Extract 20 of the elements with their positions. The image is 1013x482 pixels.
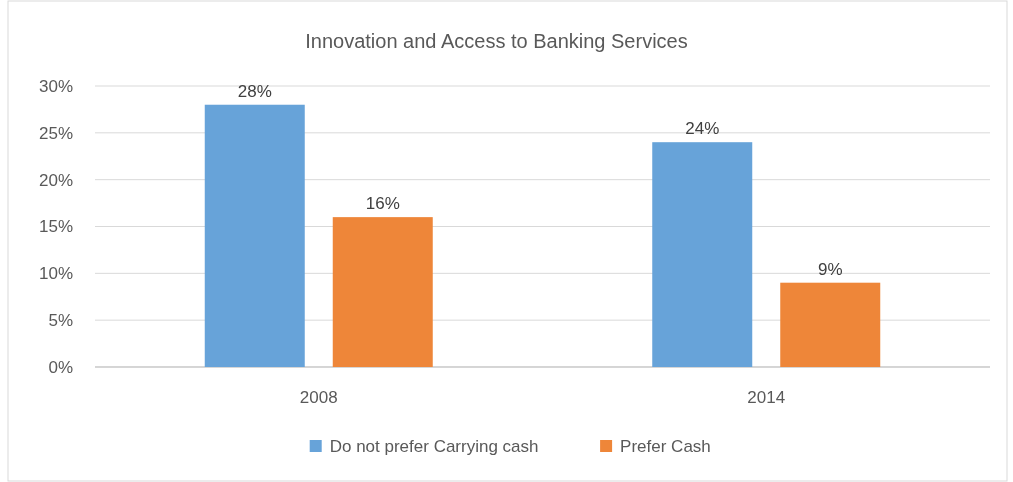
text: 28%	[237, 81, 272, 101]
x-tick-label: 2014	[747, 388, 786, 407]
chart-title: Innovation and Access to Banking Services	[305, 30, 688, 52]
bar	[204, 104, 305, 367]
y-tick-label: 0%	[48, 357, 73, 377]
y-tick-label: 15%	[38, 217, 73, 237]
text: 9%	[817, 259, 843, 279]
bar	[332, 217, 433, 367]
bar	[780, 282, 881, 367]
y-tick-label: 30%	[38, 76, 73, 96]
y-tick-label: 5%	[48, 311, 73, 331]
y-tick-label: 20%	[38, 170, 73, 190]
legend-label: Do not prefer Carrying cash	[329, 436, 539, 456]
text: 24%	[685, 119, 720, 139]
legend-label: Prefer Cash	[620, 436, 711, 456]
x-tick-label: 2008	[299, 388, 338, 407]
text: 16%	[365, 194, 400, 214]
y-tick-label: 10%	[38, 264, 73, 284]
bar	[652, 142, 753, 367]
y-tick-label: 25%	[38, 123, 73, 143]
